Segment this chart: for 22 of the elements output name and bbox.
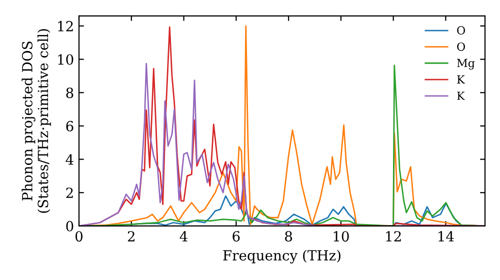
y-tick-label: 8 xyxy=(66,88,74,98)
x-tick-label: 10 xyxy=(334,231,349,242)
legend-label: O xyxy=(457,42,465,51)
x-tick-label: 14 xyxy=(438,231,454,242)
y-tick-label: 12 xyxy=(58,20,73,32)
x-tick-label: 0 xyxy=(75,231,82,242)
y-axis-title: Phonon projected DOS (States/THz·primitive cell) xyxy=(22,29,51,213)
y-tick-label: 6 xyxy=(66,120,74,132)
y-tick-label: 4 xyxy=(66,154,74,165)
x-tick-label: 8 xyxy=(285,231,292,242)
legend-label: Mg xyxy=(457,58,475,70)
x-tick-label: 2 xyxy=(128,231,134,242)
y-tick-label: 10 xyxy=(58,54,74,65)
x-tick-label: 12 xyxy=(386,231,401,242)
x-tick-label: 6 xyxy=(232,231,240,242)
x-axis-title: Frequency (THz) xyxy=(223,250,340,264)
legend-label: K xyxy=(457,75,465,84)
y-tick-label: 2 xyxy=(66,188,73,198)
x-tick-label: 4 xyxy=(180,231,188,242)
legend-label: O xyxy=(457,26,465,35)
legend-label: K xyxy=(457,92,465,100)
y-tick-label: 0 xyxy=(66,220,74,232)
